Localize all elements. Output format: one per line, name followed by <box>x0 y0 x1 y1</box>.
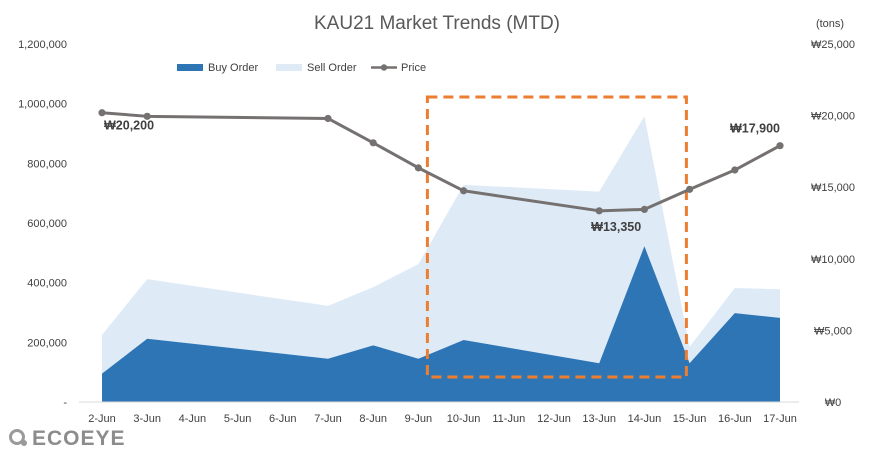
price-point <box>686 185 694 193</box>
y-right-tick-label: ₩5,000 <box>814 325 852 337</box>
x-tick-label: 10-Jun <box>447 413 481 425</box>
legend-label-sell-order: Sell Order <box>307 62 357 74</box>
x-tick-label: 17-Jun <box>763 413 797 425</box>
x-tick-label: 13-Jun <box>582 413 616 425</box>
y-left-tick-label: 400,000 <box>27 278 67 290</box>
price-point <box>640 205 649 213</box>
y-right-tick-label: ₩15,000 <box>811 182 855 194</box>
price-point <box>776 142 784 150</box>
price-point <box>414 164 422 172</box>
x-tick-label: 11-Jun <box>492 413 525 425</box>
y-left-tick-label: 600,000 <box>27 218 67 230</box>
y-left-tick-label: 1,000,000 <box>18 99 67 111</box>
price-line <box>101 111 781 213</box>
legend-swatch-price-marker <box>380 64 388 71</box>
logo-text: ECOEYE <box>32 427 126 450</box>
y-right-tick-label: ₩0 <box>825 397 842 409</box>
area-buy-order <box>102 246 780 402</box>
x-tick-label: 2-Jun <box>88 413 116 425</box>
x-tick-label: 6-Jun <box>269 413 297 425</box>
y-right-tick-label: ₩25,000 <box>811 39 855 51</box>
area-sell-order <box>102 116 780 403</box>
price-point <box>98 109 106 117</box>
x-tick-label: 14-Jun <box>628 413 662 425</box>
x-tick-label: 5-Jun <box>224 413 252 425</box>
price-point <box>324 114 332 123</box>
y-left-tick-label: 800,000 <box>27 158 67 170</box>
price-point <box>369 139 377 147</box>
x-tick-label: 16-Jun <box>718 413 752 425</box>
x-tick-label: 8-Jun <box>359 413 387 425</box>
ecoeye-logo: ECOEYE <box>9 427 126 450</box>
price-data-label: ₩20,200 <box>104 119 154 133</box>
price-point <box>143 112 151 120</box>
y-left-tick-label: 200,000 <box>27 337 67 349</box>
price-point <box>595 207 603 215</box>
x-tick-label: 15-Jun <box>673 413 707 425</box>
price-point <box>460 187 468 195</box>
logo-mark-icon <box>9 429 27 446</box>
y-right-tick-label: ₩10,000 <box>811 254 855 266</box>
legend-swatch-buy-order <box>177 64 203 71</box>
legend-label-buy-order: Buy Order <box>208 62 258 74</box>
price-data-label: ₩13,350 <box>591 220 641 234</box>
y-right-tick-label: ₩20,000 <box>811 111 855 123</box>
x-tick-label: 9-Jun <box>405 413 433 425</box>
price-point <box>731 166 739 174</box>
x-tick-label: 4-Jun <box>179 413 207 425</box>
x-tick-label: 3-Jun <box>133 413 161 425</box>
legend-label-price: Price <box>401 62 426 74</box>
legend-swatch-sell-order <box>276 64 302 71</box>
x-tick-label: 7-Jun <box>314 413 342 425</box>
y-left-tick-label: 1,200,000 <box>18 39 67 51</box>
price-data-label: ₩17,900 <box>730 122 780 136</box>
legend: Buy Order Sell Order Price <box>177 62 426 74</box>
x-tick-label: 12-Jun <box>537 413 571 425</box>
y-left-tick-label: - <box>63 397 67 409</box>
chart-title: KAU21 Market Trends (MTD) <box>314 13 560 34</box>
right-axis-unit: (tons) <box>816 18 844 30</box>
highlight-box <box>425 95 688 379</box>
